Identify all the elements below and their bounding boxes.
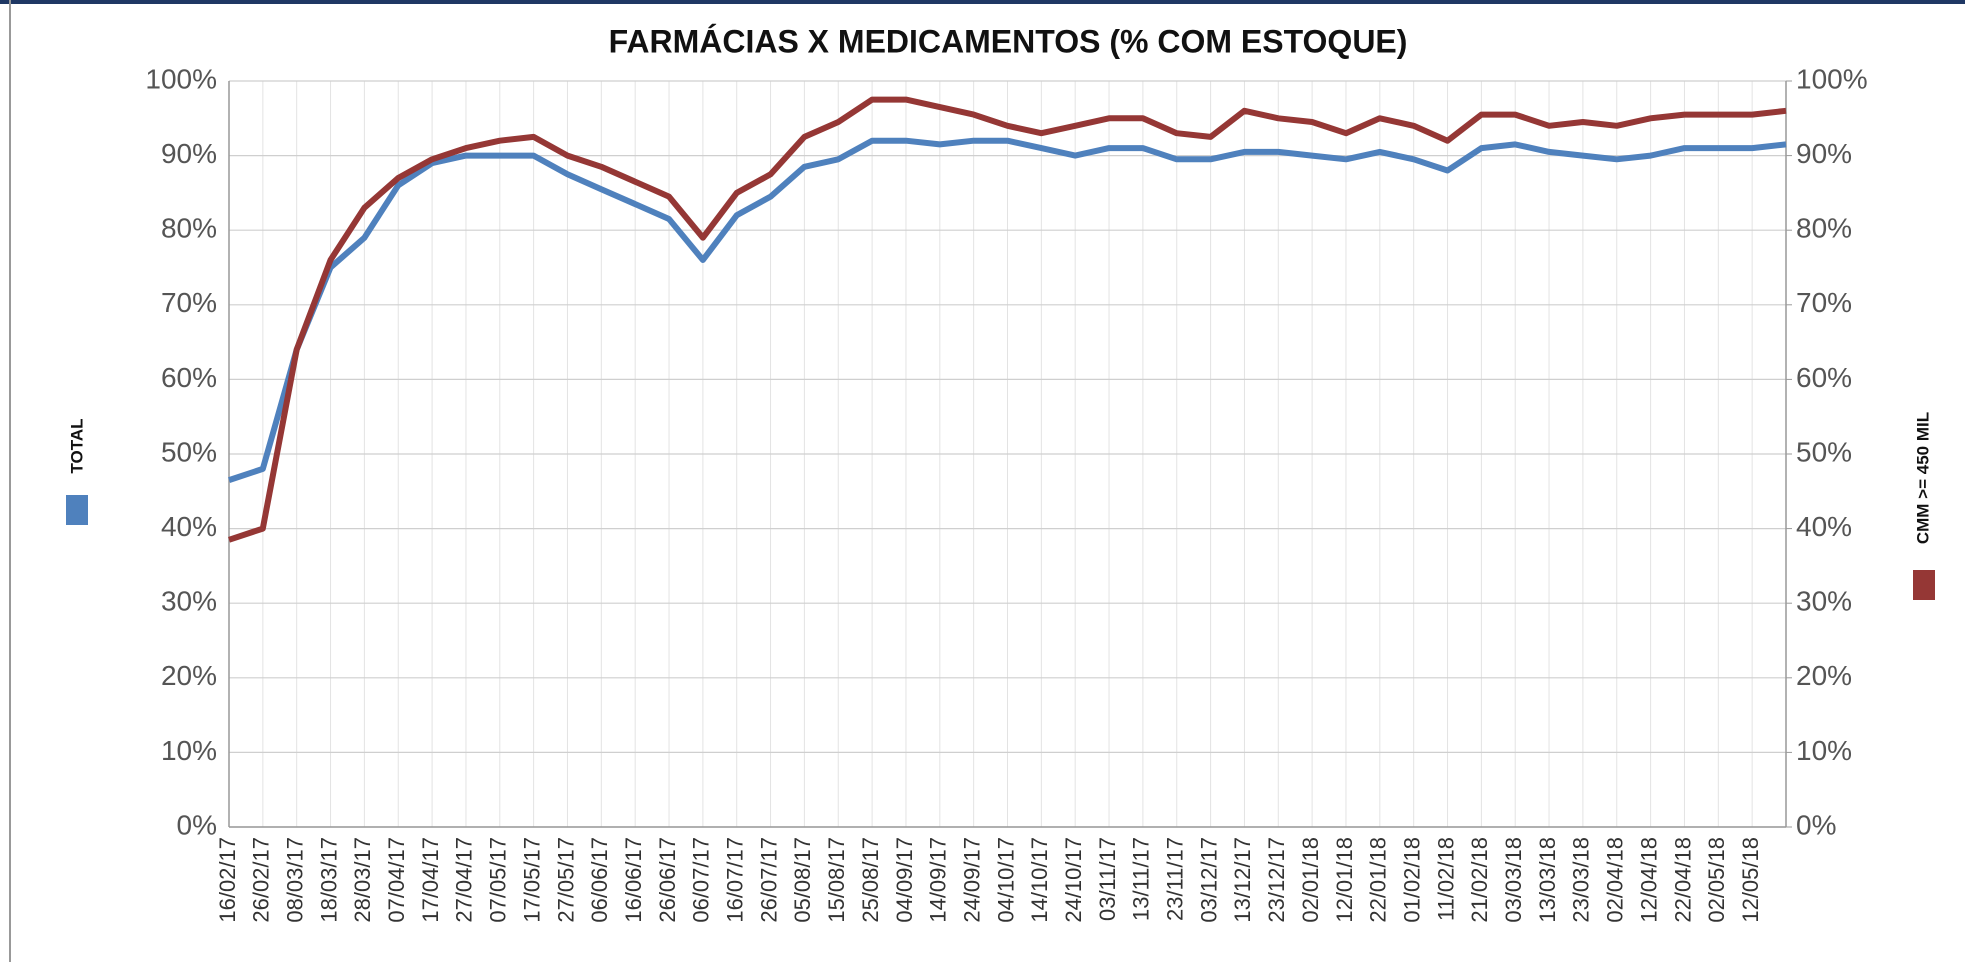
x-tick-label: 13/11/17	[1129, 837, 1154, 921]
legend-swatch	[1913, 570, 1935, 600]
chart-title: FARMÁCIAS X MEDICAMENTOS (% COM ESTOQUE)	[609, 23, 1408, 59]
legend-label: CMM >= 450 MIL	[1913, 412, 1932, 544]
x-tick-label: 03/11/17	[1095, 837, 1120, 921]
x-tick-label: 25/08/17	[858, 837, 883, 923]
y2-tick-label: 20%	[1796, 660, 1852, 691]
top-border	[0, 0, 1965, 4]
x-tick-label: 22/04/18	[1670, 837, 1695, 923]
y-tick-label: 20%	[161, 660, 217, 691]
x-tick-label: 12/01/18	[1332, 837, 1357, 923]
x-tick-label: 26/06/17	[655, 837, 680, 923]
y-tick-label: 30%	[161, 586, 217, 617]
x-tick-label: 04/09/17	[892, 837, 917, 923]
x-tick-label: 17/04/17	[418, 837, 443, 923]
y-tick-label: 100%	[145, 63, 217, 94]
x-tick-label: 22/01/18	[1366, 837, 1391, 923]
x-tick-label: 07/04/17	[384, 837, 409, 923]
x-tick-label: 17/05/17	[519, 837, 544, 923]
x-tick-label: 03/12/17	[1196, 837, 1221, 923]
x-tick-label: 24/09/17	[959, 837, 984, 923]
x-tick-label: 14/09/17	[926, 837, 951, 923]
x-tick-label: 11/02/18	[1433, 837, 1458, 921]
x-tick-label: 02/05/18	[1704, 837, 1729, 923]
y2-tick-label: 100%	[1796, 63, 1868, 94]
x-tick-label: 14/10/17	[1027, 837, 1052, 923]
x-tick-label: 01/02/18	[1399, 837, 1424, 923]
x-tick-label: 23/12/17	[1264, 837, 1289, 923]
y2-tick-label: 40%	[1796, 511, 1852, 542]
y2-tick-label: 60%	[1796, 362, 1852, 393]
y-tick-label: 60%	[161, 362, 217, 393]
y-tick-label: 50%	[161, 436, 217, 467]
x-tick-label: 23/03/18	[1569, 837, 1594, 923]
y-tick-label: 80%	[161, 213, 217, 244]
x-tick-label: 02/04/18	[1603, 837, 1628, 923]
x-tick-label: 27/05/17	[553, 837, 578, 923]
y-tick-label: 70%	[161, 287, 217, 318]
y2-tick-label: 30%	[1796, 586, 1852, 617]
y2-tick-label: 80%	[1796, 213, 1852, 244]
x-tick-label: 24/10/17	[1061, 837, 1086, 923]
x-tick-label: 12/05/18	[1738, 837, 1763, 923]
y-tick-label: 40%	[161, 511, 217, 542]
x-tick-label: 13/03/18	[1535, 837, 1560, 923]
legend-label: TOTAL	[67, 418, 86, 473]
x-tick-label: 21/02/18	[1467, 837, 1492, 923]
y2-tick-label: 0%	[1796, 809, 1836, 840]
x-tick-label: 13/12/17	[1230, 837, 1255, 923]
x-tick-label: 27/04/17	[452, 837, 477, 923]
x-tick-label: 08/03/17	[283, 837, 308, 923]
x-tick-label: 04/10/17	[993, 837, 1018, 923]
x-tick-label: 12/04/18	[1636, 837, 1661, 923]
legend-swatch	[66, 495, 88, 525]
x-tick-label: 06/07/17	[689, 837, 714, 923]
series-line	[228, 137, 1787, 483]
y2-tick-label: 70%	[1796, 287, 1852, 318]
x-tick-label: 06/06/17	[587, 837, 612, 923]
x-tick-label: 16/07/17	[723, 837, 748, 923]
x-tick-label: 23/11/17	[1163, 837, 1188, 921]
y2-tick-label: 10%	[1796, 735, 1852, 766]
x-tick-label: 26/02/17	[249, 837, 274, 923]
y-tick-label: 90%	[161, 138, 217, 169]
x-tick-label: 16/02/17	[215, 837, 240, 923]
y2-tick-label: 50%	[1796, 436, 1852, 467]
x-tick-label: 02/01/18	[1298, 837, 1323, 923]
x-tick-label: 07/05/17	[486, 837, 511, 923]
x-tick-label: 03/03/18	[1501, 837, 1526, 923]
x-tick-label: 16/06/17	[621, 837, 646, 923]
y-tick-label: 0%	[177, 809, 217, 840]
x-tick-label: 05/08/17	[790, 837, 815, 923]
x-tick-label: 15/08/17	[824, 837, 849, 923]
series-line	[228, 96, 1787, 543]
x-tick-label: 26/07/17	[756, 837, 781, 923]
x-tick-label: 28/03/17	[350, 837, 375, 923]
y-tick-label: 10%	[161, 735, 217, 766]
x-tick-label: 18/03/17	[316, 837, 341, 923]
y2-tick-label: 90%	[1796, 138, 1852, 169]
